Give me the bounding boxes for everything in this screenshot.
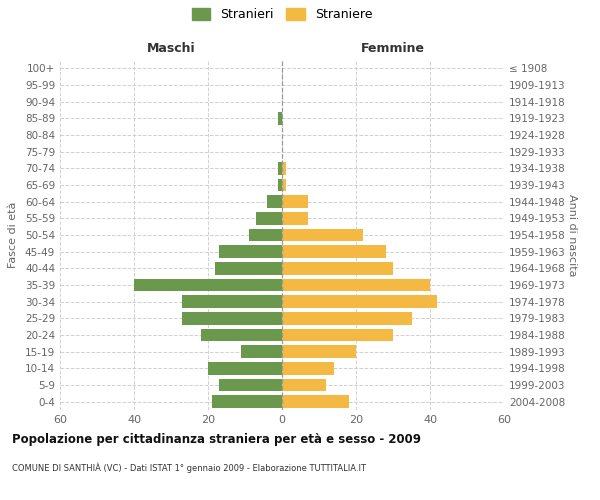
Legend: Stranieri, Straniere: Stranieri, Straniere xyxy=(187,4,377,26)
Text: Maschi: Maschi xyxy=(146,42,196,55)
Bar xyxy=(282,196,308,208)
Bar xyxy=(282,312,412,324)
Bar xyxy=(182,312,282,324)
Bar xyxy=(282,212,308,224)
Text: COMUNE DI SANTHIÀ (VC) - Dati ISTAT 1° gennaio 2009 - Elaborazione TUTTITALIA.IT: COMUNE DI SANTHIÀ (VC) - Dati ISTAT 1° g… xyxy=(12,462,366,473)
Bar xyxy=(267,196,282,208)
Bar xyxy=(212,396,282,408)
Bar xyxy=(278,162,282,174)
Bar xyxy=(282,162,286,174)
Bar xyxy=(282,246,386,258)
Bar xyxy=(282,262,393,274)
Bar xyxy=(282,396,349,408)
Bar xyxy=(282,179,286,192)
Y-axis label: Fasce di età: Fasce di età xyxy=(8,202,18,268)
Bar xyxy=(219,379,282,391)
Bar xyxy=(219,246,282,258)
Bar xyxy=(282,296,437,308)
Bar xyxy=(134,279,282,291)
Bar xyxy=(241,346,282,358)
Bar xyxy=(249,229,282,241)
Y-axis label: Anni di nascita: Anni di nascita xyxy=(567,194,577,276)
Bar xyxy=(278,179,282,192)
Bar xyxy=(208,362,282,374)
Bar xyxy=(282,229,364,241)
Bar xyxy=(282,346,356,358)
Bar xyxy=(278,112,282,124)
Text: Femmine: Femmine xyxy=(361,42,425,55)
Bar xyxy=(215,262,282,274)
Bar xyxy=(182,296,282,308)
Bar xyxy=(282,279,430,291)
Bar xyxy=(282,329,393,341)
Bar xyxy=(282,379,326,391)
Bar xyxy=(200,329,282,341)
Bar xyxy=(256,212,282,224)
Text: Popolazione per cittadinanza straniera per età e sesso - 2009: Popolazione per cittadinanza straniera p… xyxy=(12,432,421,446)
Bar xyxy=(282,362,334,374)
